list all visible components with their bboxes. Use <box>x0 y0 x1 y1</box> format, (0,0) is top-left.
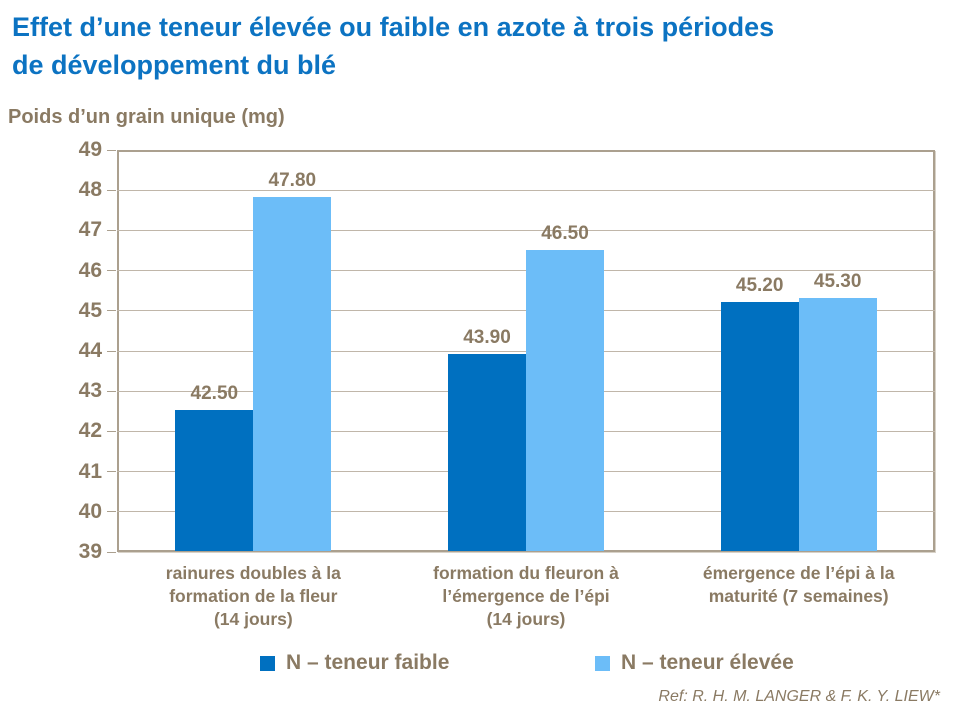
legend-label: N – teneur faible <box>286 651 450 674</box>
y-axis-tick-label: 42 <box>78 419 102 443</box>
x-axis-category-label: rainures doubles à la formation de la fl… <box>165 563 341 629</box>
legend-swatch-icon <box>595 655 610 671</box>
y-axis-tick-label: 49 <box>78 138 102 161</box>
bar-value-label: 45.30 <box>813 270 862 292</box>
bar-high-group1 <box>253 197 332 551</box>
x-axis-category-label: formation du fleuron à l’émergence de l’… <box>433 563 619 629</box>
y-axis-tick <box>107 430 116 432</box>
y-axis-tick-label: 45 <box>78 298 102 322</box>
y-axis-tick-label: 39 <box>78 540 102 563</box>
y-axis-tick <box>107 189 116 191</box>
legend-item-teneur-faible: N – teneur faible <box>260 648 449 678</box>
bar-value-label: 45.20 <box>735 274 784 296</box>
y-axis-tick <box>107 511 116 513</box>
y-axis-tick-label: 43 <box>78 379 102 403</box>
y-axis-tick <box>107 310 116 312</box>
gridline <box>117 229 935 231</box>
legend-label: N – teneur élevée <box>621 651 794 674</box>
gridline <box>117 189 935 191</box>
reference-citation: Ref: R. H. M. LANGER & F. K. Y. LIEW* <box>658 688 940 705</box>
bar-low-group2 <box>448 354 526 551</box>
y-axis-tick <box>107 551 116 553</box>
bar-low-group1 <box>175 410 254 551</box>
bar-high-group2 <box>526 249 604 551</box>
bar-high-group3 <box>798 297 877 551</box>
y-axis-tick <box>107 471 116 473</box>
y-axis-tick <box>107 390 116 392</box>
y-axis-tick-label: 47 <box>78 218 102 242</box>
bar-low-group3 <box>720 301 799 551</box>
y-axis-tick-label: 46 <box>78 258 102 282</box>
y-axis-tick-label: 44 <box>78 339 102 362</box>
slide-title: Effet d’une teneur élevée ou faible en a… <box>12 12 775 80</box>
legend-item-teneur-elevee: N – teneur élevée <box>595 648 794 678</box>
bar-value-label: 42.50 <box>190 383 239 405</box>
bar-value-label: 46.50 <box>541 222 589 244</box>
y-axis-tick-label: 41 <box>78 459 102 483</box>
y-axis-title: Poids d’un grain unique (mg) <box>8 106 285 128</box>
bar-value-label: 47.80 <box>268 170 317 192</box>
x-axis-category-label: émergence de l’épi à la maturité (7 sema… <box>702 563 895 606</box>
y-axis-tick-label: 40 <box>78 499 102 523</box>
y-axis-tick-label: 48 <box>78 178 102 202</box>
y-axis-tick <box>107 229 116 231</box>
y-axis-tick <box>107 350 116 352</box>
bar-value-label: 43.90 <box>463 327 511 349</box>
legend-swatch-icon <box>260 655 275 671</box>
y-axis-tick <box>107 270 116 272</box>
y-axis-tick <box>107 149 116 151</box>
